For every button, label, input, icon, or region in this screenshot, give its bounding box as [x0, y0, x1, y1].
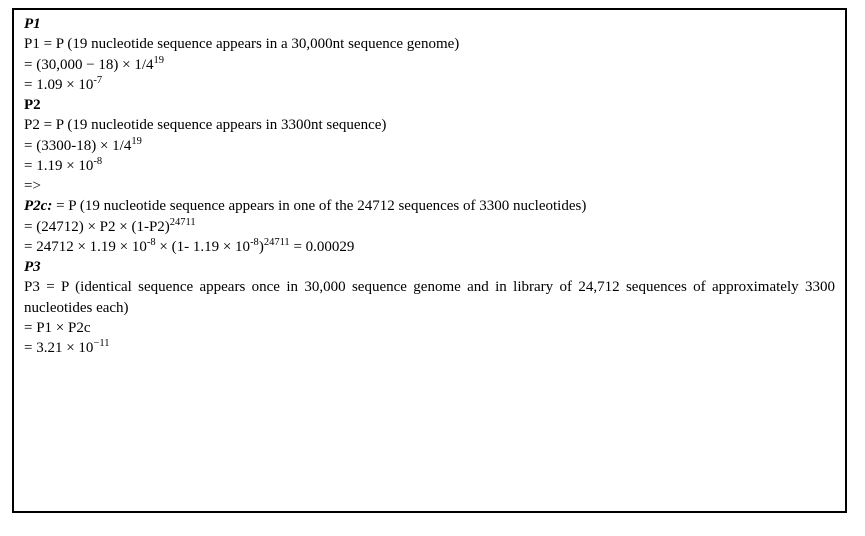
p2c-step2-exp3: 24711: [264, 237, 290, 248]
p2c-step1: = (24712) × P2 × (1-P2)24711: [24, 217, 835, 237]
p1-head: P1: [24, 14, 835, 34]
p2c-head: P2c: = P (19 nucleotide sequence appears…: [24, 196, 835, 216]
p3-result-exp: −11: [93, 338, 109, 349]
p2c-step2: = 24712 × 1.19 × 10-8 × (1- 1.19 × 10-8)…: [24, 237, 835, 257]
p1-step1: = (30,000 − 18) × 1/419: [24, 55, 835, 75]
p3-step1: = P1 × P2c: [24, 318, 835, 338]
p3-def: P3 = P (identical sequence appears once …: [24, 277, 835, 318]
p2c-step2-a: = 24712 × 1.19 × 10: [24, 239, 147, 255]
p1-result: = 1.09 × 10-7: [24, 75, 835, 95]
p1-step1-exp: 19: [154, 55, 165, 66]
p1-result-exp: -7: [93, 75, 102, 86]
p2c-head-rest: = P (19 nucleotide sequence appears in o…: [52, 198, 586, 214]
p2-def: P2 = P (19 nucleotide sequence appears i…: [24, 115, 835, 135]
p1-def: P1 = P (19 nucleotide sequence appears i…: [24, 34, 835, 54]
p2c-step1-exp: 24711: [170, 217, 196, 228]
p3-result: = 3.21 × 10−11: [24, 338, 835, 358]
p2-result: = 1.19 × 10-8: [24, 156, 835, 176]
p2-step1-a: = (3300-18) × 1/4: [24, 138, 131, 154]
p1-result-a: = 1.09 × 10: [24, 77, 93, 93]
p2c-step2-d: = 0.00029: [290, 239, 355, 255]
p1-step1-a: = (30,000 − 18) × 1/4: [24, 57, 154, 73]
probability-calc-box: P1 P1 = P (19 nucleotide sequence appear…: [12, 8, 847, 513]
p3-head: P3: [24, 257, 835, 277]
p2-head: P2: [24, 95, 835, 115]
p2c-step2-exp1: -8: [147, 237, 156, 248]
arrow: =>: [24, 176, 835, 196]
p2c-step1-a: = (24712) × P2 × (1-P2): [24, 219, 170, 235]
p3-result-a: = 3.21 × 10: [24, 340, 93, 356]
p2-result-a: = 1.19 × 10: [24, 158, 93, 174]
p2-result-exp: -8: [93, 156, 102, 167]
p2-step1: = (3300-18) × 1/419: [24, 136, 835, 156]
p2-step1-exp: 19: [131, 136, 142, 147]
p2c-step2-b: × (1- 1.19 × 10: [156, 239, 250, 255]
p2c-step2-exp2: -8: [250, 237, 259, 248]
p2c-head-lbl: P2c:: [24, 198, 52, 214]
